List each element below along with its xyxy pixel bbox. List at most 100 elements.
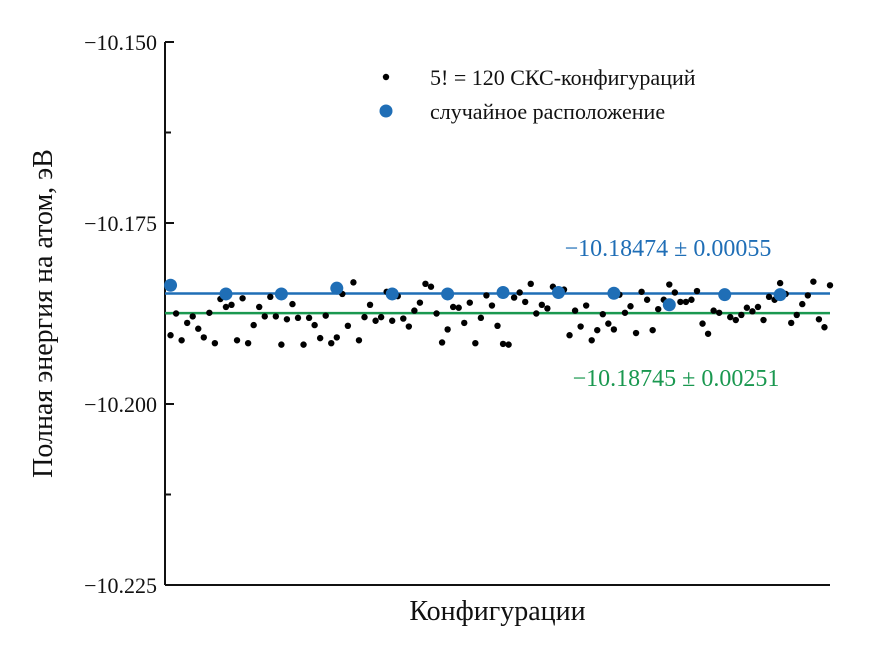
data-point-configuration (400, 315, 407, 322)
data-point-configuration (195, 325, 202, 332)
data-point-configuration (738, 311, 745, 319)
axes: −10.150 −10.175 −10.200 −10.225 (84, 30, 830, 598)
data-point-configuration (571, 307, 579, 314)
data-point-configuration (222, 303, 230, 311)
data-point-configuration (577, 323, 584, 330)
data-point-configuration (582, 302, 590, 309)
data-point-configuration (710, 307, 717, 314)
y-tick-label: −10.175 (84, 211, 157, 236)
data-point-configuration (566, 332, 573, 339)
data-point-configuration (643, 296, 651, 303)
data-point-configuration (183, 319, 191, 327)
data-point-random (662, 298, 676, 312)
data-point-configuration (699, 320, 706, 327)
data-point-configuration (411, 307, 418, 314)
data-point-configuration (610, 326, 618, 333)
data-point-configuration (760, 316, 767, 324)
data-point-configuration (389, 317, 396, 324)
data-point-configuration (688, 296, 695, 303)
data-point-configuration (533, 310, 540, 317)
data-point-configuration (605, 320, 612, 327)
data-point-configuration (682, 298, 690, 306)
data-point-configuration (677, 298, 684, 306)
data-point-configuration (588, 337, 595, 344)
data-point-configuration (821, 324, 828, 331)
data-point-configuration (461, 319, 468, 327)
data-point-configuration (804, 292, 812, 299)
data-point-configuration (300, 341, 307, 348)
data-point-configuration (444, 326, 451, 333)
y-tick-label: −10.200 (84, 392, 157, 417)
data-point-configuration (810, 278, 817, 285)
data-point-configuration (427, 283, 435, 290)
data-point-configuration (776, 279, 784, 287)
data-point-configuration (544, 305, 551, 312)
data-point-configuration (793, 311, 800, 319)
data-point-configuration (632, 329, 640, 337)
data-point-configuration (666, 281, 673, 288)
data-point-random (718, 288, 732, 302)
data-point-configuration (167, 332, 174, 339)
data-point-configuration (505, 341, 512, 348)
mean-annotation-configurations: −10.18745 ± 0.00251 (573, 366, 780, 392)
data-point-random (274, 287, 288, 301)
data-point-configuration (261, 313, 268, 320)
data-point-configuration (472, 339, 479, 347)
data-point-configuration (494, 322, 501, 330)
data-point-configuration (483, 292, 490, 299)
data-point-configuration (366, 301, 374, 309)
y-tick-label: −10.150 (84, 30, 157, 55)
data-point-configuration (294, 314, 302, 322)
data-point-configuration (510, 294, 518, 301)
mean-annotation-random: −10.18474 ± 0.00055 (565, 236, 772, 262)
data-point-configuration (499, 340, 507, 348)
y-ticks: −10.150 −10.175 −10.200 −10.225 (84, 30, 174, 598)
data-point-configuration (405, 323, 413, 330)
data-point-configuration (704, 330, 712, 337)
data-point-configuration (283, 316, 291, 323)
legend-marker-random (379, 104, 393, 118)
data-point-configuration (655, 305, 662, 313)
data-point-random (441, 287, 455, 301)
data-point-configuration (311, 321, 318, 329)
data-point-configuration (355, 337, 363, 344)
data-point-configuration (715, 309, 723, 316)
data-point-configuration (627, 303, 634, 310)
data-point-configuration (250, 321, 257, 329)
data-point-configuration (743, 304, 751, 311)
data-point-configuration (538, 301, 546, 309)
data-point-configuration (438, 339, 446, 346)
legend-label-configurations: 5! = 120 СКС-конфигураций (430, 65, 696, 90)
data-point-configuration (638, 288, 645, 295)
data-point-random (607, 286, 621, 300)
data-point-random (385, 287, 399, 301)
data-point-configuration (206, 309, 213, 316)
data-point-configuration (522, 298, 529, 306)
data-point-configuration (516, 289, 523, 296)
data-point-configuration (788, 319, 795, 327)
data-point-configuration (599, 311, 606, 318)
data-point-configuration (289, 300, 296, 308)
data-point-configuration (649, 326, 656, 334)
data-point-configuration (621, 309, 629, 316)
data-point-configuration (189, 313, 196, 320)
data-point-configuration (455, 304, 462, 311)
data-point-configuration (594, 326, 601, 334)
data-point-configuration (172, 310, 180, 317)
data-point-configuration (305, 314, 313, 322)
data-point-configuration (350, 279, 357, 286)
data-point-configuration (233, 337, 241, 344)
data-point-configuration (328, 339, 335, 347)
data-point-configuration (422, 280, 429, 288)
data-point-configuration (815, 316, 823, 323)
data-point-configuration (671, 289, 679, 296)
data-point-configuration (377, 313, 385, 321)
data-point-random (773, 288, 787, 302)
data-point-configuration (488, 302, 496, 309)
legend-label-random: случайное расположение (430, 99, 665, 124)
x-axis-title: Конфигурации (409, 596, 585, 627)
data-point-configuration (477, 314, 485, 322)
data-point-random (330, 281, 344, 295)
data-point-configuration (416, 299, 424, 306)
